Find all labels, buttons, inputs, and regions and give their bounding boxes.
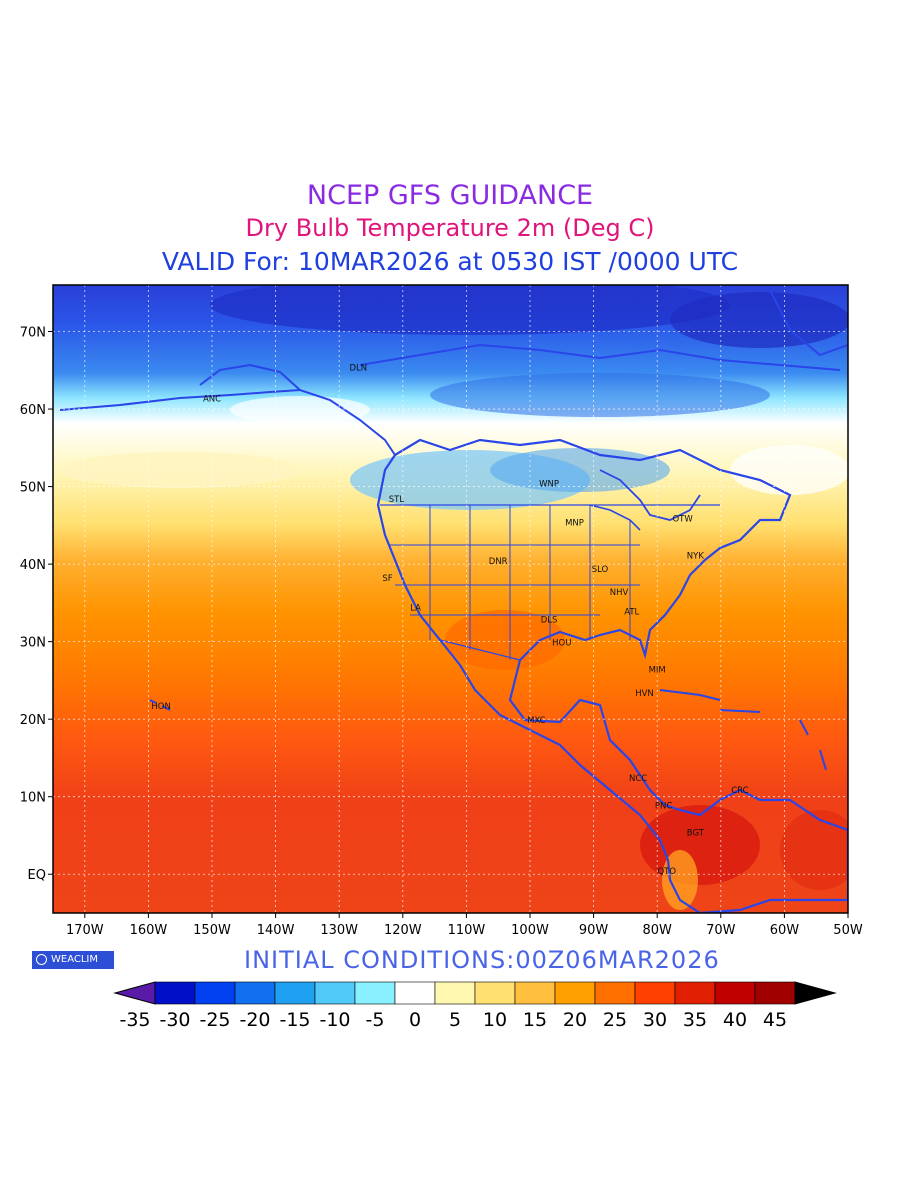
- logo-circle-icon: [36, 953, 47, 965]
- lat-tick-label: 20N: [20, 713, 46, 728]
- station-label: WNP: [539, 480, 559, 490]
- lat-tick-label: 30N: [20, 636, 46, 651]
- station-label: DNR: [489, 557, 508, 567]
- logo-text: WEACLIM: [51, 954, 99, 965]
- lon-tick-label: 60W: [770, 923, 800, 938]
- lon-tick-label: 170W: [66, 923, 104, 938]
- lat-tick-label: 70N: [20, 326, 46, 341]
- lon-tick-label: 160W: [130, 923, 168, 938]
- station-label: HOU: [552, 639, 571, 649]
- lon-tick-label: 50W: [833, 923, 863, 938]
- lat-tick-label: 60N: [20, 403, 46, 418]
- station-label: STL: [389, 495, 405, 505]
- station-label: PNC: [655, 801, 672, 811]
- lon-tick-label: 110W: [448, 923, 486, 938]
- chart-subtitle: Dry Bulb Temperature 2m (Deg C): [245, 214, 655, 242]
- station-label: DLN: [349, 363, 367, 373]
- station-label: DLS: [541, 615, 558, 625]
- lon-tick-label: 120W: [384, 923, 422, 938]
- station-label: ANC: [203, 394, 221, 404]
- weaclim-logo: WEACLIM: [32, 951, 114, 969]
- station-label: MNP: [565, 518, 584, 528]
- lon-tick-label: 70W: [706, 923, 736, 938]
- lon-tick-label: 100W: [511, 923, 549, 938]
- station-label: SLO: [592, 565, 609, 575]
- station-label: NYK: [687, 552, 705, 562]
- chart-title: NCEP GFS GUIDANCE: [306, 180, 594, 211]
- station-label: NHV: [610, 588, 629, 598]
- lat-tick-label: 10N: [20, 791, 46, 806]
- station-label: HON: [151, 702, 170, 712]
- station-label: OTW: [672, 514, 693, 524]
- station-label: ATL: [624, 608, 639, 618]
- lat-tick-label: EQ: [28, 868, 46, 883]
- lat-tick-label: 40N: [20, 558, 46, 573]
- station-label: MIM: [649, 666, 666, 676]
- lon-tick-label: 130W: [320, 923, 358, 938]
- lon-tick-label: 150W: [193, 923, 231, 938]
- lon-tick-label: 80W: [642, 923, 672, 938]
- station-label: LA: [410, 604, 421, 614]
- station-label: MXC: [527, 716, 546, 726]
- lat-tick-label: 50N: [20, 481, 46, 496]
- station-label: NCC: [629, 774, 647, 784]
- initial-conditions: INITIAL CONDITIONS:00Z06MAR2026: [244, 946, 720, 974]
- lon-tick-label: 140W: [257, 923, 295, 938]
- station-label: QTO: [657, 867, 676, 877]
- station-label: SF: [382, 574, 392, 584]
- station-label: CRC: [731, 786, 748, 796]
- station-label: BGT: [687, 828, 705, 838]
- valid-time: VALID For: 10MAR2026 at 0530 IST /0000 U…: [161, 247, 739, 276]
- lon-tick-label: 90W: [579, 923, 609, 938]
- station-label: HVN: [635, 689, 654, 699]
